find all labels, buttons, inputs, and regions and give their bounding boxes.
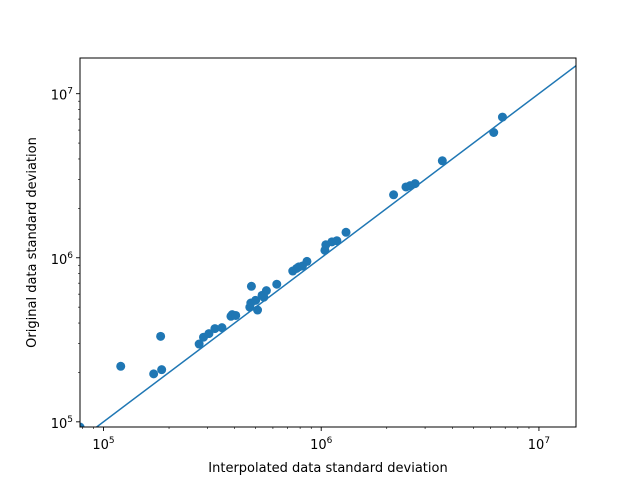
x-tick-label-exponent: 5 [109,436,115,446]
y-tick-label: 107 [51,87,73,104]
y-axis-label: Original data standard deviation [25,137,40,348]
data-point [210,324,220,334]
y-tick-label-base: 10 [51,253,68,268]
data-point [332,236,342,246]
data-point [149,369,159,379]
y-tick-label: 106 [51,251,74,268]
x-axis-label: Interpolated data standard deviation [208,461,447,476]
x-tick-label-base: 10 [310,438,327,453]
data-point [341,227,351,237]
x-tick-label-exponent: 7 [544,436,550,446]
plot-marks [80,65,576,427]
data-point [157,365,167,375]
axes-spines [79,57,577,428]
data-point [80,422,85,427]
y-tick-label-base: 10 [51,417,68,432]
x-tick-label: 106 [310,436,333,453]
data-point [156,331,166,341]
reference-line [95,65,576,427]
data-point [251,295,261,305]
y-tick-label-base: 10 [51,89,68,104]
y-tick-label: 105 [51,415,73,432]
x-tick-label-exponent: 6 [327,436,333,446]
data-point [246,281,256,291]
data-point [389,190,399,200]
data-point [272,279,282,289]
data-point [302,256,312,266]
data-point [261,286,271,296]
x-tick-label-base: 10 [92,438,109,453]
x-tick-label: 107 [528,436,550,453]
y-tick-label-exponent: 7 [67,87,73,97]
data-point [437,156,447,166]
data-point [194,339,204,349]
data-point [253,305,263,315]
x-tick-label-base: 10 [528,438,545,453]
data-point [231,310,241,320]
y-tick-label-exponent: 5 [67,415,73,425]
x-tick-label: 105 [92,436,114,453]
axes-frame [79,57,577,428]
data-point [116,361,126,371]
data-point [217,323,227,333]
y-tick-label-exponent: 6 [67,251,73,261]
data-point [204,329,214,339]
